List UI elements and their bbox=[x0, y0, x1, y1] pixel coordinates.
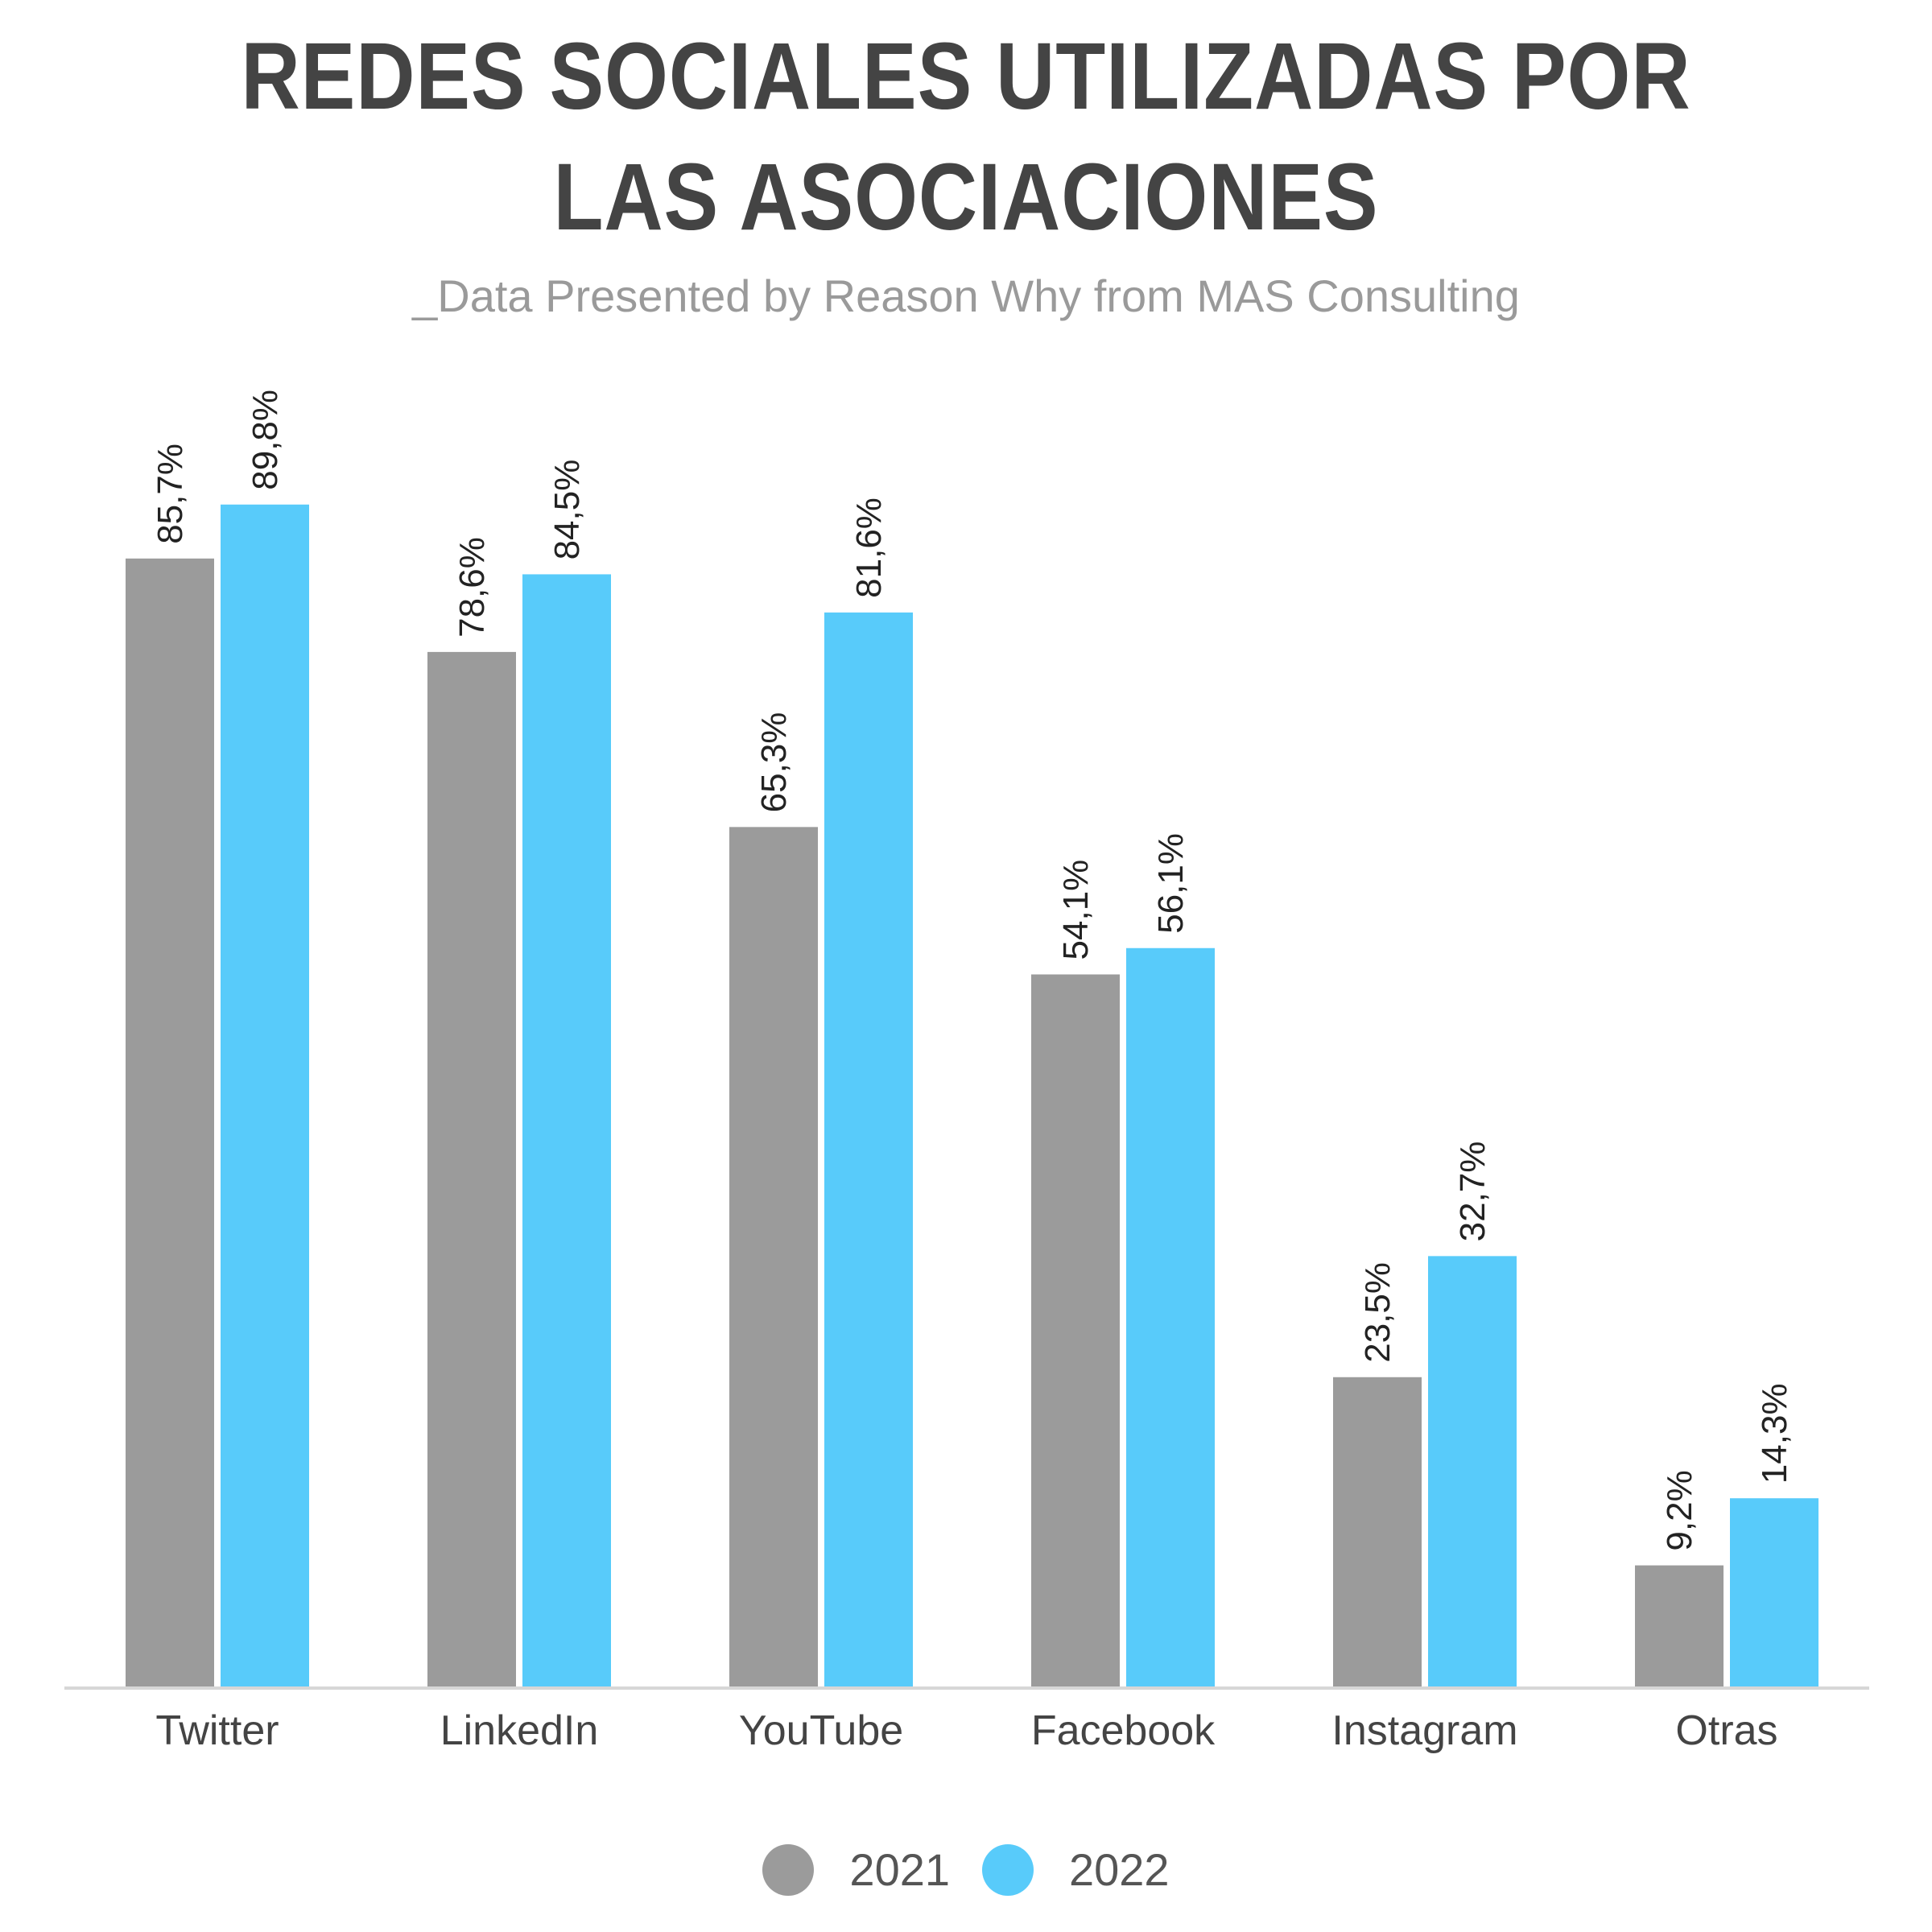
chart-title-line1: REDES SOCIALES UTILIZADAS POR bbox=[241, 23, 1691, 130]
data-label-otras-2021: 9,2% bbox=[1660, 1470, 1699, 1550]
x-tick-label-linkedin: LinkedIn bbox=[440, 1707, 599, 1754]
bar-facebook-2021 bbox=[1031, 974, 1120, 1686]
bar-instagram-2022 bbox=[1428, 1256, 1517, 1686]
bar-youtube-2021 bbox=[729, 827, 818, 1686]
data-label-otras-2022: 14,3% bbox=[1755, 1383, 1794, 1484]
data-label-facebook-2022: 56,1% bbox=[1151, 833, 1191, 934]
data-label-youtube-2022: 81,6% bbox=[849, 497, 889, 598]
legend-item-2021: 2021 bbox=[762, 1843, 950, 1896]
bar-linkedin-2021 bbox=[427, 651, 516, 1686]
legend-swatch-2021 bbox=[762, 1843, 815, 1896]
x-tick-label-facebook: Facebook bbox=[1031, 1707, 1216, 1754]
legend: 2021 2022 bbox=[0, 1843, 1932, 1896]
data-label-instagram-2021: 23,5% bbox=[1358, 1262, 1397, 1363]
x-tick-label-otras: Otras bbox=[1675, 1707, 1777, 1754]
bar-youtube-2022 bbox=[824, 612, 913, 1686]
bar-linkedin-2022 bbox=[522, 574, 611, 1686]
bar-twitter-2021 bbox=[126, 558, 214, 1687]
legend-swatch-2022 bbox=[982, 1843, 1034, 1896]
data-label-twitter-2021: 85,7% bbox=[151, 444, 190, 544]
bar-facebook-2022 bbox=[1126, 947, 1215, 1686]
data-label-facebook-2021: 54,1% bbox=[1056, 860, 1096, 960]
x-tick-label-youtube: YouTube bbox=[739, 1707, 903, 1754]
bar-twitter-2022 bbox=[221, 504, 309, 1686]
legend-label-2022: 2022 bbox=[1069, 1844, 1170, 1895]
x-tick-label-instagram: Instagram bbox=[1331, 1707, 1517, 1754]
bar-instagram-2021 bbox=[1333, 1377, 1422, 1686]
legend-label-2021: 2021 bbox=[849, 1844, 950, 1895]
data-label-instagram-2022: 32,7% bbox=[1453, 1141, 1492, 1242]
data-label-twitter-2022: 89,8% bbox=[246, 390, 285, 490]
bar-otras-2022 bbox=[1730, 1498, 1818, 1686]
chart-title: REDES SOCIALES UTILIZADAS POR LAS ASOCIA… bbox=[135, 16, 1797, 258]
chart-title-line2: LAS ASOCIACIONES bbox=[553, 144, 1379, 250]
data-label-youtube-2021: 65,3% bbox=[754, 712, 794, 813]
legend-item-2022: 2022 bbox=[982, 1843, 1170, 1896]
chart-subtitle: _Data Presented by Reason Why from MAS C… bbox=[412, 270, 1520, 321]
data-label-linkedin-2021: 78,6% bbox=[452, 537, 492, 638]
bar-otras-2021 bbox=[1635, 1565, 1724, 1686]
data-label-linkedin-2022: 84,5% bbox=[547, 460, 587, 560]
x-tick-label-twitter: Twitter bbox=[155, 1707, 279, 1754]
